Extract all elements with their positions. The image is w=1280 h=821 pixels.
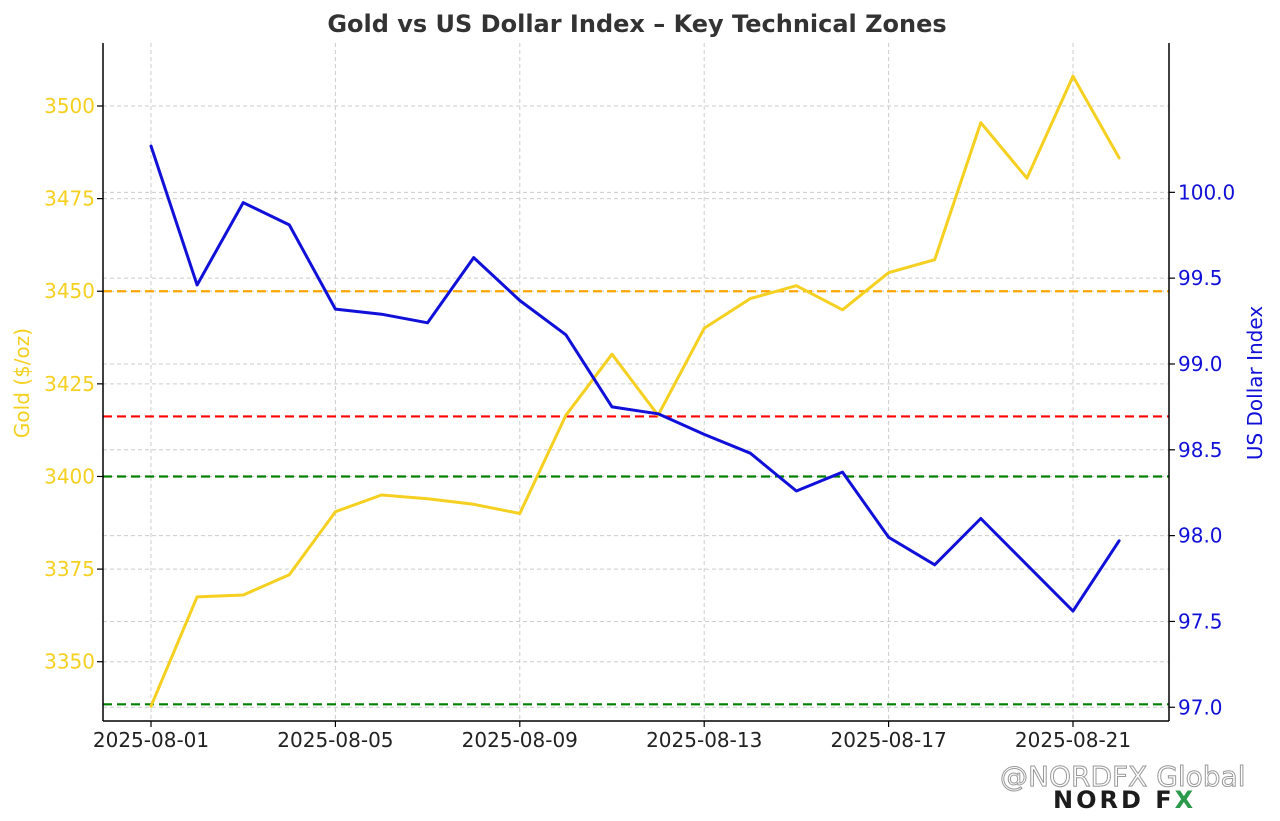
x-tick-label: 2025-08-05 — [277, 728, 393, 752]
logo-text: NORD F — [1053, 786, 1175, 814]
y-left-tick-label: 3375 — [44, 557, 95, 581]
y-left-tick-label: 3500 — [44, 94, 95, 118]
x-tick-label: 2025-08-13 — [646, 728, 762, 752]
watermark-handle: @NORDFX Global — [1000, 760, 1247, 794]
y-right-tick-label: 100.0 — [1178, 180, 1235, 204]
x-tick-label: 2025-08-17 — [830, 728, 946, 752]
logo-x-mark: X — [1174, 786, 1197, 814]
y-axis-left-label: Gold ($/oz) — [10, 328, 34, 438]
nordfx-logo: NORD FX — [1053, 786, 1196, 814]
y-right-tick-label: 99.0 — [1178, 352, 1223, 376]
x-tick-label: 2025-08-21 — [1015, 728, 1131, 752]
reference-lines — [103, 290, 1169, 706]
y-left-tick-label: 3350 — [44, 650, 95, 674]
axes — [102, 43, 1170, 722]
chart-title: Gold vs US Dollar Index – Key Technical … — [327, 10, 946, 38]
y-right-tick-label: 97.5 — [1178, 609, 1223, 633]
series-lines — [149, 74, 1121, 708]
x-tick-label: 2025-08-01 — [93, 728, 209, 752]
y-left-tick-label: 3475 — [44, 187, 95, 211]
gold-price-line — [149, 74, 1121, 708]
y-left-tick-label: 3425 — [44, 372, 95, 396]
y-right-tick-label: 98.0 — [1178, 524, 1223, 548]
grid — [103, 43, 1169, 721]
y-left-tick-label: 3450 — [44, 279, 95, 303]
x-tick-label: 2025-08-09 — [462, 728, 578, 752]
tick-labels: 2025-08-01 2025-08-05 2025-08-09 2025-08-13… — [44, 94, 1235, 752]
y-right-tick-label: 97.0 — [1178, 695, 1223, 719]
dollar-index-line — [149, 144, 1121, 613]
y-right-tick-label: 99.5 — [1178, 266, 1223, 290]
y-right-tick-label: 98.5 — [1178, 438, 1223, 462]
y-axis-right-label: US Dollar Index — [1243, 306, 1267, 461]
y-left-tick-label: 3400 — [44, 464, 95, 488]
